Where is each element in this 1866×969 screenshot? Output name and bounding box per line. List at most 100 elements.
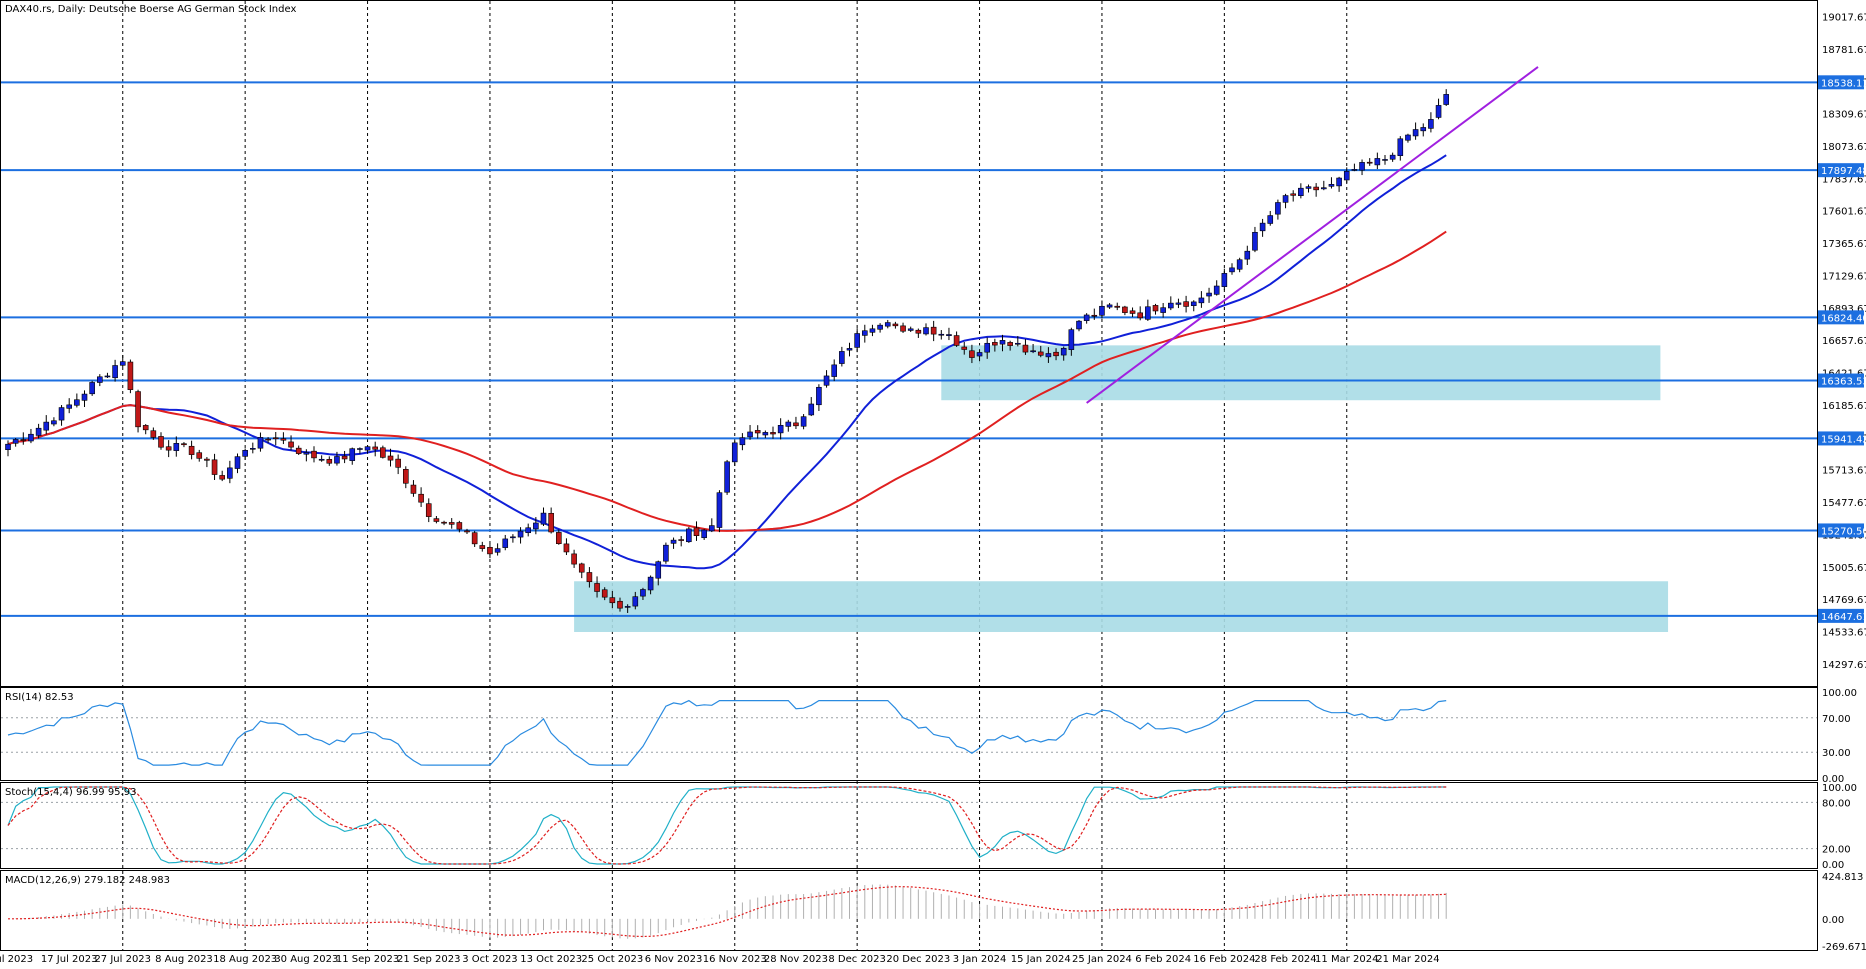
macd-label: MACD(12,26,9) 279.182 248.983 xyxy=(5,875,170,886)
candle-bull xyxy=(5,443,11,450)
candle-bear xyxy=(563,543,570,553)
candle-bull xyxy=(502,538,509,548)
candle-bear xyxy=(601,589,608,598)
x-tick-label: 28 Feb 2024 xyxy=(1254,954,1316,965)
main-pane xyxy=(0,0,1818,687)
ma-20-line xyxy=(7,154,1447,570)
rsi-tick: 0.00 xyxy=(1822,774,1844,785)
candle-bull xyxy=(303,452,310,455)
candle-bull xyxy=(823,375,830,386)
candle-bull xyxy=(1175,302,1182,305)
candle-bear xyxy=(311,450,317,459)
candle-bull xyxy=(1106,304,1113,308)
candle-bull xyxy=(1259,222,1266,232)
stoch-pane xyxy=(0,782,1818,869)
candle-bear xyxy=(571,553,577,565)
y-tick-label: 16893.67 xyxy=(1822,304,1866,315)
y-tick-label: 14297.67 xyxy=(1822,660,1866,671)
candle-bull xyxy=(1045,353,1052,358)
candle-bear xyxy=(142,425,149,431)
candle-bull xyxy=(1435,105,1442,118)
candle-bear xyxy=(1152,305,1159,312)
candle-bull xyxy=(1328,184,1335,187)
candle-bull xyxy=(861,330,868,336)
candle-bull xyxy=(234,456,241,469)
candle-bull xyxy=(1275,202,1281,215)
stoch-tick: 80.00 xyxy=(1822,798,1851,809)
stoch-label: Stoch(15,4,4) 96.99 95.93 xyxy=(5,787,136,798)
x-tick-label: 8 Dec 2023 xyxy=(828,954,886,965)
trendline-line xyxy=(1086,66,1539,404)
candle-bull xyxy=(1359,162,1365,171)
x-tick-label: 30 Aug 2023 xyxy=(274,954,338,965)
candle-bull xyxy=(104,375,111,378)
trendline[interactable] xyxy=(1086,66,1539,404)
candle-bull xyxy=(1213,285,1220,295)
candle-bear xyxy=(165,446,172,451)
candle-bull xyxy=(839,351,845,364)
x-tick-label: 11 Sep 2023 xyxy=(336,954,399,965)
level-tag xyxy=(1818,373,1864,388)
candle-bull xyxy=(1068,329,1075,350)
candle-bear xyxy=(433,518,440,522)
indicators xyxy=(1,699,1817,939)
candle-bull xyxy=(89,382,95,395)
candle-bear xyxy=(425,503,432,517)
macd-tick: -269.671 xyxy=(1822,942,1866,953)
candle-bull xyxy=(1382,159,1388,161)
candle-bull xyxy=(976,352,983,357)
candle-bull xyxy=(647,576,654,591)
x-tick-label: 13 Oct 2023 xyxy=(520,954,582,965)
candle-bull xyxy=(349,448,356,461)
candle-bear xyxy=(578,563,585,573)
x-tick-label: 8 Aug 2023 xyxy=(155,954,213,965)
candle-bear xyxy=(150,430,157,438)
candle-bull xyxy=(66,404,72,409)
candle-bear xyxy=(678,539,685,541)
candle-bull xyxy=(1076,320,1082,330)
candle-bull xyxy=(1236,259,1243,270)
candle-bear xyxy=(961,346,968,350)
candle-bull xyxy=(747,431,753,438)
macd-pane xyxy=(0,870,1818,951)
candle-bull xyxy=(1397,138,1404,156)
candle-bear xyxy=(1137,312,1143,319)
level-tag xyxy=(1818,310,1864,325)
candle-bull xyxy=(510,536,516,539)
macd-tick: 0.00 xyxy=(1822,915,1844,926)
moving-averages xyxy=(7,154,1447,570)
candle-bear xyxy=(1366,161,1373,164)
x-tick-label: 15 Jan 2024 xyxy=(1011,954,1071,965)
candle-bull xyxy=(12,439,19,444)
candle-bull xyxy=(670,539,677,544)
candle-bull xyxy=(1405,134,1411,141)
candle-bull xyxy=(655,561,662,579)
candle-bull xyxy=(1282,195,1289,203)
candle-bull xyxy=(250,448,256,450)
candle-bull xyxy=(318,458,325,461)
x-tick-label: 18 Aug 2023 xyxy=(213,954,277,965)
candle-bear xyxy=(326,459,333,464)
candle-bull xyxy=(999,340,1006,345)
candle-bull xyxy=(1244,250,1251,260)
candle-bull xyxy=(1351,169,1358,171)
candle-bull xyxy=(81,393,88,401)
candle-bull xyxy=(28,433,34,442)
stoch-tick: 0.00 xyxy=(1822,860,1844,871)
candle-bear xyxy=(471,532,478,545)
candle-bull xyxy=(1229,267,1235,273)
x-tick-label: 3 Jan 2024 xyxy=(953,954,1007,965)
candle-bear xyxy=(127,361,134,390)
x-tick-label: 27 Jul 2023 xyxy=(94,954,151,965)
candle-bear xyxy=(594,583,600,592)
candle-bear xyxy=(1022,344,1029,353)
y-tick-label: 19017.67 xyxy=(1822,13,1866,24)
candle-bull xyxy=(364,446,371,451)
candle-bull xyxy=(525,527,532,534)
candle-bear xyxy=(441,521,447,524)
candle-bull xyxy=(540,512,547,525)
level-tag-label: 18538.11 xyxy=(1821,78,1866,89)
x-tick-label: 25 Oct 2023 xyxy=(581,954,643,965)
